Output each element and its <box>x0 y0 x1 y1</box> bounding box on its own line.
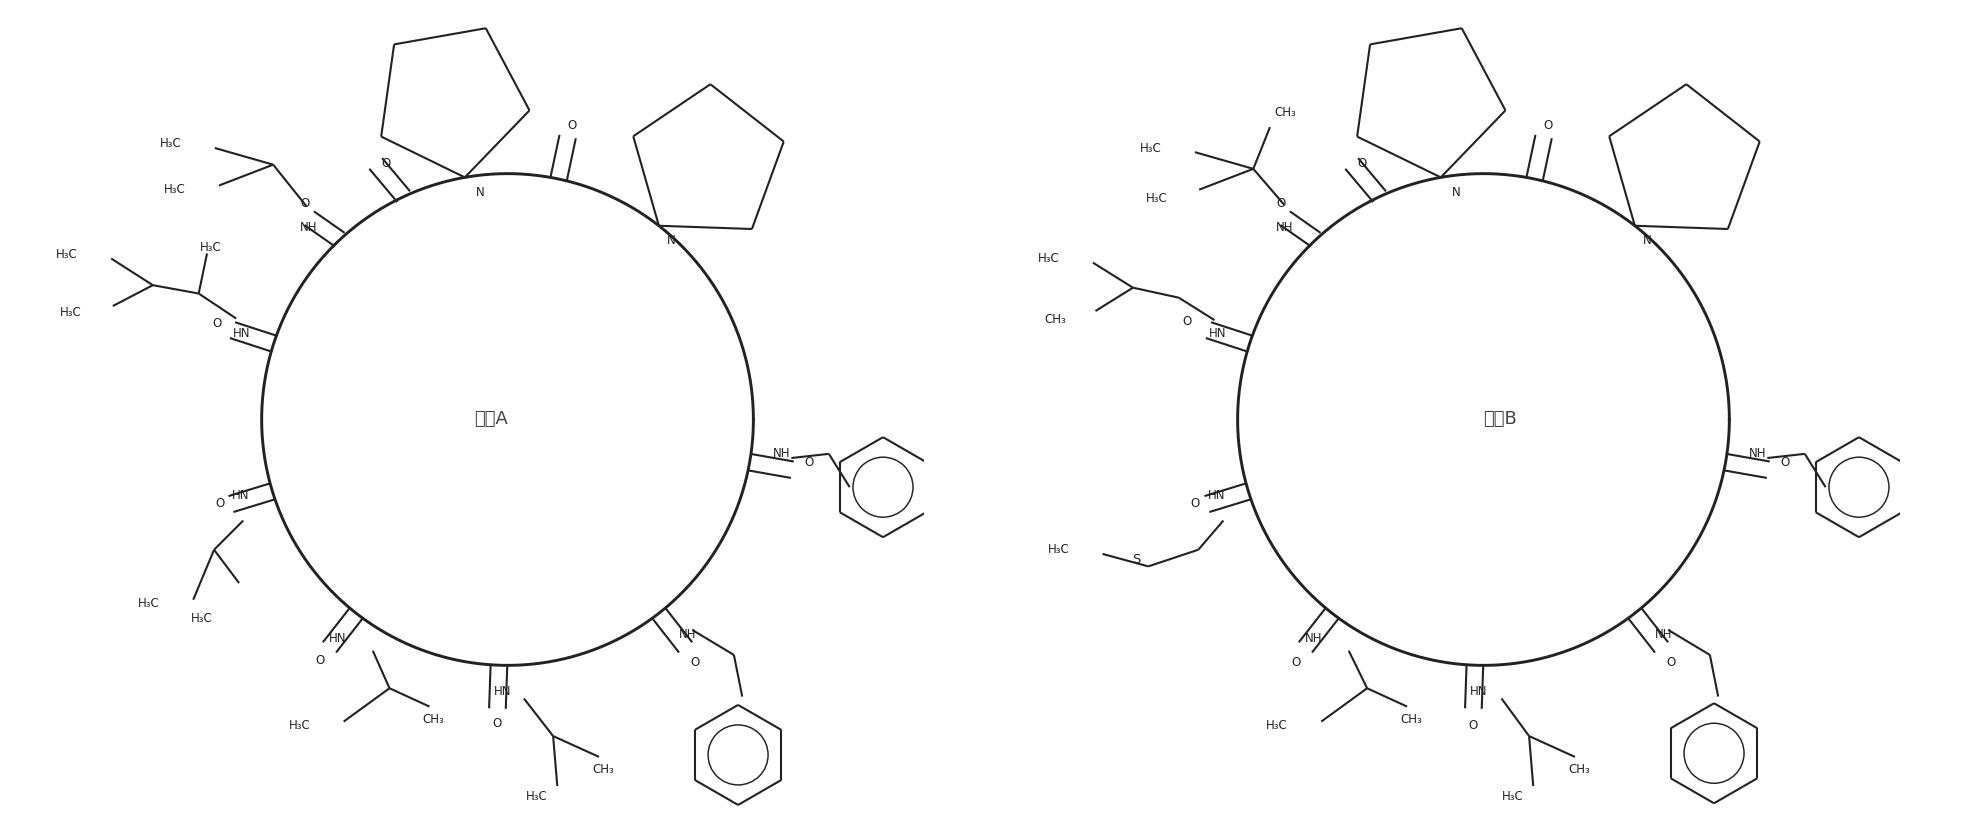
Text: 环肽B: 环肽B <box>1484 410 1517 429</box>
Text: CH₃: CH₃ <box>1275 106 1297 118</box>
Text: S: S <box>1132 553 1140 566</box>
Text: H₃C: H₃C <box>1146 191 1168 205</box>
Text: HN: HN <box>330 632 348 644</box>
Text: NH: NH <box>1654 628 1672 641</box>
Text: H₃C: H₃C <box>1039 252 1061 265</box>
Text: NH: NH <box>773 447 790 461</box>
Text: NH: NH <box>300 221 318 234</box>
Text: O: O <box>1277 196 1285 210</box>
Text: O: O <box>1190 498 1200 510</box>
Text: O: O <box>316 654 326 667</box>
Text: CH₃: CH₃ <box>423 712 445 726</box>
Text: HN: HN <box>1207 489 1225 502</box>
Text: HN: HN <box>1209 327 1227 340</box>
Text: CH₃: CH₃ <box>592 763 614 776</box>
Text: HN: HN <box>1470 685 1488 698</box>
Text: H₃C: H₃C <box>139 597 161 611</box>
Text: HN: HN <box>495 685 512 698</box>
Text: N: N <box>475 186 485 199</box>
Text: HN: HN <box>232 327 250 340</box>
Text: N: N <box>667 234 675 248</box>
Text: O: O <box>1291 656 1301 669</box>
Text: NH: NH <box>679 628 697 641</box>
Text: O: O <box>1543 119 1553 133</box>
Text: N: N <box>1452 186 1460 199</box>
Text: H₃C: H₃C <box>1140 142 1162 154</box>
Text: CH₃: CH₃ <box>1045 313 1066 326</box>
Text: NH: NH <box>1275 221 1293 234</box>
Text: H₃C: H₃C <box>165 183 185 196</box>
Text: O: O <box>493 717 502 730</box>
Text: O: O <box>300 196 310 210</box>
Text: NH: NH <box>1748 447 1766 461</box>
Text: CH₃: CH₃ <box>1569 763 1591 776</box>
Text: H₃C: H₃C <box>526 789 548 803</box>
Text: O: O <box>213 317 222 330</box>
Text: H₃C: H₃C <box>159 138 181 150</box>
Text: HN: HN <box>232 489 250 502</box>
Text: H₃C: H₃C <box>288 719 310 732</box>
Text: H₃C: H₃C <box>60 306 81 319</box>
Text: H₃C: H₃C <box>1047 543 1068 556</box>
Text: O: O <box>1468 719 1478 732</box>
Text: N: N <box>1642 234 1652 248</box>
Text: O: O <box>1182 315 1192 328</box>
Text: O: O <box>804 456 814 469</box>
Text: O: O <box>1666 656 1676 669</box>
Text: O: O <box>1356 157 1366 170</box>
Text: O: O <box>691 656 699 669</box>
Text: H₃C: H₃C <box>1501 789 1523 803</box>
Text: H₃C: H₃C <box>56 248 77 261</box>
Text: O: O <box>216 497 224 510</box>
Text: NH: NH <box>1305 632 1323 644</box>
Text: H₃C: H₃C <box>1267 719 1289 732</box>
Text: CH₃: CH₃ <box>1400 712 1422 726</box>
Text: H₃C: H₃C <box>201 241 222 254</box>
Text: H₃C: H₃C <box>191 612 213 624</box>
Text: O: O <box>568 119 576 133</box>
Text: O: O <box>1779 456 1789 469</box>
Text: 环肽A: 环肽A <box>475 410 508 429</box>
Text: O: O <box>381 157 391 170</box>
